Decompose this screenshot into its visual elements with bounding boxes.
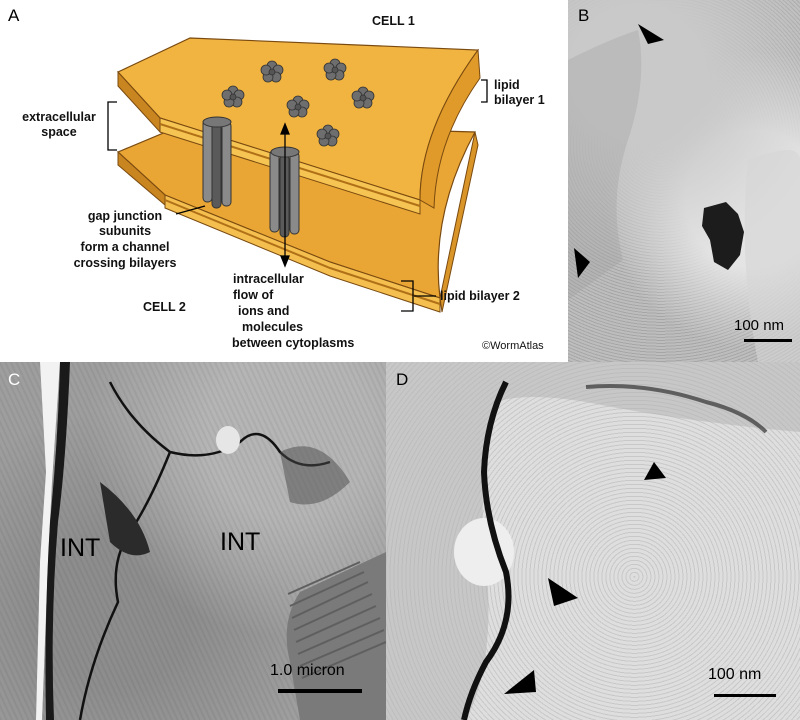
- flow-arrow: [280, 122, 290, 268]
- panel-b-micrograph: B 100 nm: [568, 0, 800, 362]
- panel-b-scale-label: 100 nm: [734, 317, 785, 334]
- intracellular-flow-line-5: between cytoplasms: [232, 336, 355, 350]
- int-label-left: INT: [60, 534, 101, 562]
- gap-junction-line-3: form a channel: [80, 240, 170, 254]
- panel-d-micrograph: D 100 nm: [386, 362, 800, 720]
- intracellular-flow-line-1: intracellular: [233, 272, 304, 286]
- dark-particle: [702, 202, 744, 270]
- connexon-6: [316, 124, 340, 147]
- gap-junction-tem-image: [386, 362, 800, 720]
- arrowhead-d-2: [548, 578, 578, 606]
- lipid-bilayer-2-label: lipid bilayer 2: [440, 289, 520, 303]
- lipid-bilayer-2-edge: [164, 194, 441, 313]
- bracket-bilayer-2: [401, 280, 414, 312]
- connexon-2: [323, 58, 347, 81]
- vesicle: [216, 426, 240, 454]
- panel-d-letter: D: [396, 370, 409, 389]
- panel-a-letter: A: [8, 6, 20, 25]
- extracellular-line-1: extracellular: [22, 110, 96, 124]
- arrowhead-d-3: [504, 670, 536, 694]
- extracellular-line-2: space: [41, 125, 77, 139]
- gap-junction-illustration: [107, 37, 488, 313]
- lipid-bilayer-1-line-2: bilayer 1: [494, 93, 545, 107]
- arrowhead-b-2: [574, 248, 590, 278]
- panel-c-scale-label: 1.0 micron: [270, 662, 345, 679]
- connexon-5: [351, 86, 375, 109]
- intracellular-flow-line-3: ions and: [238, 304, 290, 318]
- lipid-bilayer-1-side: [419, 48, 481, 209]
- arrowhead-b-1: [638, 24, 664, 44]
- intracellular-flow-line-4: molecules: [242, 320, 304, 334]
- connexon-1: [260, 60, 284, 83]
- connexon-3: [221, 85, 245, 108]
- copyright-label: ©WormAtlas: [482, 340, 544, 352]
- gap-junction-channel-1: [202, 116, 232, 209]
- gap-junction-line-1: gap junction: [87, 209, 163, 223]
- lipid-bilayer-1-line-1: lipid: [494, 78, 520, 92]
- cell-2-label: CELL 2: [143, 300, 186, 314]
- arrowhead-d-1: [644, 462, 666, 480]
- bracket-bilayer-1: [481, 79, 488, 103]
- microvilli: [287, 561, 386, 679]
- connexon-4: [286, 95, 310, 118]
- bracket-extracellular: [107, 101, 117, 151]
- lipid-bilayer-2-side: [439, 131, 479, 313]
- panel-c-scale-bar: [278, 689, 362, 693]
- panel-c-letter: C: [8, 370, 21, 389]
- junction-membrane: [461, 380, 512, 720]
- gap-junction-line-2: subunits: [98, 224, 152, 238]
- gap-junction-line-4: crossing bilayers: [73, 256, 177, 270]
- panel-d-scale-bar: [714, 694, 776, 697]
- intracellular-flow-line-2: flow of: [233, 288, 274, 302]
- freeze-fracture-image: [568, 24, 800, 362]
- panel-a-diagram: A CELL 1 CELL 2 lipid bilayer 1 lipid bi…: [0, 0, 568, 362]
- panel-c-micrograph: C INT INT 1.0 micron: [0, 362, 386, 720]
- int-label-right: INT: [220, 528, 261, 556]
- cell-1-label: CELL 1: [372, 14, 415, 28]
- intestine-tem-image: [36, 362, 386, 720]
- panel-b-letter: B: [578, 6, 590, 25]
- panel-b-scale-bar: [744, 339, 792, 342]
- connexon-flowers: [221, 58, 375, 147]
- panel-d-scale-label: 100 nm: [708, 666, 762, 683]
